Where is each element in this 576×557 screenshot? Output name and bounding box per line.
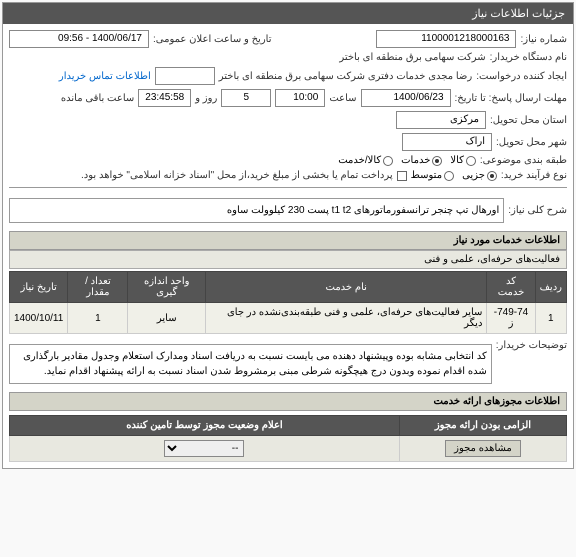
empty-box [155, 67, 215, 85]
row-requester: ایجاد کننده درخواست: رضا مجدی خدمات دفتر… [9, 67, 567, 85]
th-code: کد خدمت [487, 272, 535, 303]
city-value: اراک [402, 133, 492, 151]
auth-select[interactable]: -- [164, 440, 244, 457]
row-need-no: شماره نیاز: 1100001218000163 تاریخ و ساع… [9, 30, 567, 48]
radio-both[interactable]: کالا/خدمت [338, 155, 393, 166]
city-label: شهر محل تحویل: [496, 137, 567, 148]
remaining-label: ساعت باقی مانده [61, 93, 134, 104]
remaining-time: 23:45:58 [138, 89, 191, 107]
time-label: ساعت [329, 93, 356, 104]
process-label: نوع فرآیند خرید: [501, 170, 567, 181]
contact-link[interactable]: اطلاعات تماس خریدار [59, 71, 151, 82]
row-buyer-notes: توضیحات خریدار: کد انتخابی مشابه بوده وپ… [9, 340, 567, 388]
th-qty: تعداد / مقدار [68, 272, 128, 303]
cell-date: 1400/10/11 [10, 303, 68, 334]
view-auth-button[interactable]: مشاهده مجوز [445, 440, 521, 457]
announce-value: 1400/06/17 - 09:56 [9, 30, 149, 48]
row-city: شهر محل تحویل: اراک [9, 133, 567, 151]
days-value: 5 [221, 89, 271, 107]
activity-header: فعالیت‌های حرفه‌ای، علمی و فنی [9, 250, 567, 269]
auth-row: مشاهده مجوز -- [10, 436, 567, 462]
main-panel: جزئیات اطلاعات نیاز شماره نیاز: 11000012… [2, 2, 574, 469]
payment-checkbox[interactable] [397, 171, 407, 181]
radio-jozi[interactable]: جزیی [462, 170, 497, 181]
radio-khadamat[interactable]: خدمات [401, 155, 442, 166]
deadline-label: مهلت ارسال پاسخ: تا تاریخ: [455, 93, 567, 104]
auth-cell1: مشاهده مجوز [399, 436, 566, 462]
services-header: اطلاعات خدمات مورد نیاز [9, 231, 567, 250]
days-label: روز و [195, 93, 217, 104]
row-buyer-org: نام دستگاه خریدار: شرکت سهامی برق منطقه … [9, 52, 567, 63]
process-radios: جزیی متوسط [411, 170, 497, 181]
payment-note: پرداخت تمام یا بخشی از مبلغ خرید،از محل … [81, 170, 393, 181]
panel-title: جزئیات اطلاعات نیاز [3, 3, 573, 24]
buyer-notes-label: توضیحات خریدار: [496, 340, 567, 351]
category-label: طبقه بندی موضوعی: [480, 155, 567, 166]
main-desc-label: شرح کلی نیاز: [508, 205, 567, 216]
th-idx: ردیف [535, 272, 566, 303]
province-label: استان محل تحویل: [490, 115, 567, 126]
need-no-value: 1100001218000163 [376, 30, 516, 48]
row-main-desc: شرح کلی نیاز: اورهال تپ چنجر ترانسفورمات… [9, 194, 567, 227]
auth-cell2: -- [10, 436, 400, 462]
requester-label: ایجاد کننده درخواست: [476, 71, 567, 82]
cell-code: 749-74-ز [487, 303, 535, 334]
auth-table: الزامی بودن ارائه مجوز اعلام وضعیت مجوز … [9, 415, 567, 462]
table-row: 1 749-74-ز سایر فعالیت‌های حرفه‌ای، علمی… [10, 303, 567, 334]
cell-name: سایر فعالیت‌های حرفه‌ای، علمی و فنی طبقه… [205, 303, 486, 334]
category-radios: کالا خدمات کالا/خدمت [338, 155, 476, 166]
announce-label: تاریخ و ساعت اعلان عمومی: [153, 34, 272, 45]
radio-kala[interactable]: کالا [450, 155, 476, 166]
buyer-org-value: شرکت سهامی برق منطقه ای باختر [339, 52, 485, 63]
th-date: تاریخ نیاز [10, 272, 68, 303]
deadline-time: 10:00 [275, 89, 325, 107]
cell-idx: 1 [535, 303, 566, 334]
th-unit: واحد اندازه گیری [128, 272, 206, 303]
panel-body: شماره نیاز: 1100001218000163 تاریخ و ساع… [3, 24, 573, 468]
row-province: استان محل تحویل: مرکزی [9, 111, 567, 129]
main-desc-box: اورهال تپ چنجر ترانسفورماتورهای t1 t2 پس… [9, 198, 504, 223]
services-table: ردیف کد خدمت نام خدمت واحد اندازه گیری ت… [9, 271, 567, 334]
buyer-notes-text: کد انتخابی مشابه بوده وپیشنهاد دهنده می … [9, 344, 492, 384]
cell-qty: 1 [68, 303, 128, 334]
auth-header: اطلاعات مجوزهای ارائه خدمت [9, 392, 567, 411]
auth-col1: الزامی بودن ارائه مجوز [399, 416, 566, 436]
radio-motevaset[interactable]: متوسط [411, 170, 454, 181]
cell-unit: سایر [128, 303, 206, 334]
row-process: نوع فرآیند خرید: جزیی متوسط پرداخت تمام … [9, 170, 567, 181]
th-name: نام خدمت [205, 272, 486, 303]
auth-col2: اعلام وضعیت مجوز توسط تامین کننده [10, 416, 400, 436]
requester-value: رضا مجدی خدمات دفتری شرکت سهامی برق منطق… [219, 71, 473, 82]
need-no-label: شماره نیاز: [520, 34, 567, 45]
row-category: طبقه بندی موضوعی: کالا خدمات کالا/خدمت [9, 155, 567, 166]
buyer-org-label: نام دستگاه خریدار: [490, 52, 567, 63]
row-deadline: مهلت ارسال پاسخ: تا تاریخ: 1400/06/23 سا… [9, 89, 567, 107]
province-value: مرکزی [396, 111, 486, 129]
deadline-date: 1400/06/23 [361, 89, 451, 107]
